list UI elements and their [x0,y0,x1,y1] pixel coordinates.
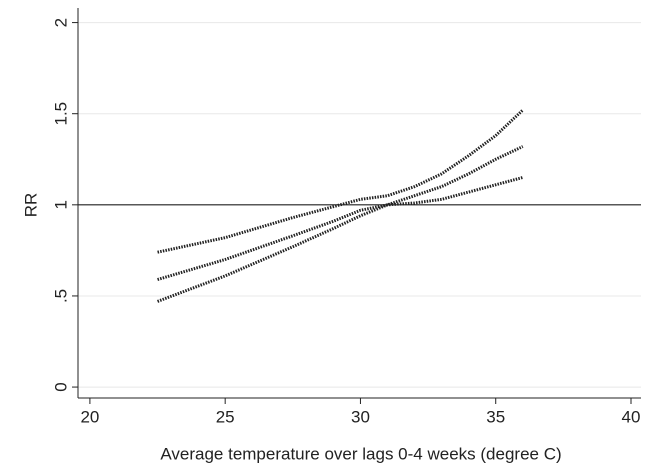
y-tick-label: 2 [51,18,70,27]
x-tick-label: 30 [351,407,370,426]
x-axis-label: Average temperature over lags 0-4 weeks … [160,444,561,463]
curve [157,108,524,254]
x-tick-label: 40 [622,407,641,426]
curve [157,145,524,281]
y-tick-label: 1 [51,200,70,209]
y-axis-label: RR [21,193,40,218]
y-tick-label: 1.5 [51,102,70,126]
y-tick-label: 0 [51,382,70,391]
y-tick-label: .5 [51,289,70,303]
curve [157,176,524,303]
x-tick-label: 35 [486,407,505,426]
x-tick-label: 20 [80,407,99,426]
x-tick-label: 25 [216,407,235,426]
